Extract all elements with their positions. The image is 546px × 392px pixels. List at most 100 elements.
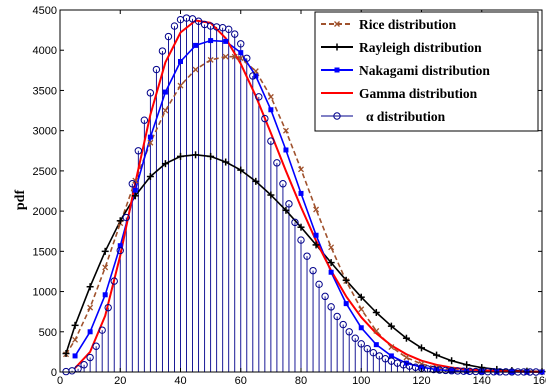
y-tick-label: 2500 <box>33 166 57 178</box>
legend-item: α distribution <box>321 109 446 124</box>
legend-item: Rice distribution <box>321 17 457 32</box>
marker-stroke <box>334 21 340 27</box>
legend: Rice distribution Rayleigh distribution Na… <box>314 11 539 132</box>
legend-item: Rayleigh distribution <box>321 40 482 55</box>
alpha-point <box>122 213 130 222</box>
series-2-point <box>132 187 138 193</box>
x-tick-label: 0 <box>57 375 63 387</box>
legend-label: α distribution <box>366 109 446 124</box>
series-2-point <box>72 353 78 359</box>
series-0-point <box>177 82 184 89</box>
series-1-point <box>342 276 350 284</box>
series-1-point <box>282 206 290 214</box>
marker-stroke <box>358 306 365 313</box>
alpha-point <box>381 355 390 363</box>
alpha-point <box>152 65 161 74</box>
series-2-point <box>358 325 364 331</box>
marker-stroke <box>132 177 139 184</box>
marker-stroke <box>313 206 320 213</box>
y-tick-label: 3500 <box>33 85 57 97</box>
series-0-point <box>298 166 304 173</box>
series-1-line <box>65 154 543 373</box>
y-tick-label: 3000 <box>33 126 57 138</box>
series-1-point <box>237 166 245 174</box>
x-tick-label: 160 <box>533 375 546 387</box>
x-tick-label: 20 <box>114 375 126 387</box>
series-0-point <box>231 53 238 60</box>
alpha-point <box>116 246 124 255</box>
series-0-point <box>237 55 244 62</box>
y-axis-label: pdf <box>13 190 28 211</box>
alpha-point <box>164 32 173 41</box>
series-0-point <box>87 304 94 311</box>
legend-marker <box>334 67 340 73</box>
legend-marker <box>333 112 341 120</box>
series-2-line <box>74 39 542 373</box>
axis-ticks: 0 20 40 60 80 100 120 140 160 0 500 1000 1500 2000 250… <box>33 5 546 387</box>
marker-stroke <box>72 336 79 343</box>
series-1-point <box>327 259 335 267</box>
x-tick-label: 60 <box>235 375 247 387</box>
alpha-point <box>339 320 347 329</box>
series-1-point <box>463 361 471 369</box>
marker-stroke <box>267 93 274 100</box>
legend-label: Gamma distribution <box>359 86 478 101</box>
series-2-point <box>208 38 214 44</box>
series-1-point <box>161 160 169 168</box>
marker-stroke <box>298 166 304 173</box>
marker-stroke <box>222 53 229 60</box>
y-tick-label: 500 <box>39 327 57 339</box>
marker-stroke <box>87 304 94 311</box>
legend-marker <box>334 21 340 27</box>
series-1-point <box>372 308 380 316</box>
marker-stroke <box>282 127 289 134</box>
series-1-point <box>86 283 94 291</box>
series-1-point <box>146 173 154 181</box>
series-2-point <box>449 368 455 374</box>
alpha-point <box>80 361 88 369</box>
series-1-point <box>177 152 184 160</box>
alpha-point <box>321 292 329 301</box>
series-0-point <box>162 107 169 114</box>
alpha-point <box>128 180 137 188</box>
series-2-point <box>223 38 229 44</box>
series-2-point <box>373 342 379 348</box>
alpha-point <box>345 328 353 336</box>
series-1-point <box>131 192 139 200</box>
alpha-point <box>158 47 167 55</box>
series-1-point <box>222 158 230 166</box>
series-2-point <box>313 232 319 238</box>
marker-stroke <box>237 55 244 62</box>
series-0-point <box>132 177 139 184</box>
legend-box <box>314 11 539 132</box>
series-0-point <box>222 53 229 60</box>
alpha-point <box>98 326 106 334</box>
marker-stroke <box>373 328 380 334</box>
series-1-point <box>297 223 305 231</box>
alpha-point <box>134 147 143 155</box>
legend-label: Rice distribution <box>359 17 457 32</box>
series-2-point <box>102 292 108 298</box>
alpha-point <box>261 114 269 123</box>
series-2-point <box>419 364 424 370</box>
alpha-point <box>369 348 377 357</box>
alpha-point <box>291 218 299 227</box>
series-1-point <box>71 321 79 329</box>
series-2-point <box>388 353 394 359</box>
series-2-point <box>343 301 349 307</box>
alpha-point <box>363 344 371 353</box>
alpha-point <box>297 236 305 244</box>
alpha-point <box>375 352 384 360</box>
series-1-point <box>448 357 456 365</box>
alpha-stems <box>65 18 525 372</box>
y-tick-label: 1000 <box>33 287 57 299</box>
series-2-point <box>268 107 274 113</box>
y-tick-label: 2000 <box>33 206 57 218</box>
series-2-point <box>238 50 244 56</box>
legend-item: Nakagami distribution <box>321 63 490 78</box>
marker-stroke <box>192 66 199 73</box>
series-1-point <box>116 217 124 225</box>
alpha-point <box>357 340 365 348</box>
series-2-point <box>117 243 123 249</box>
